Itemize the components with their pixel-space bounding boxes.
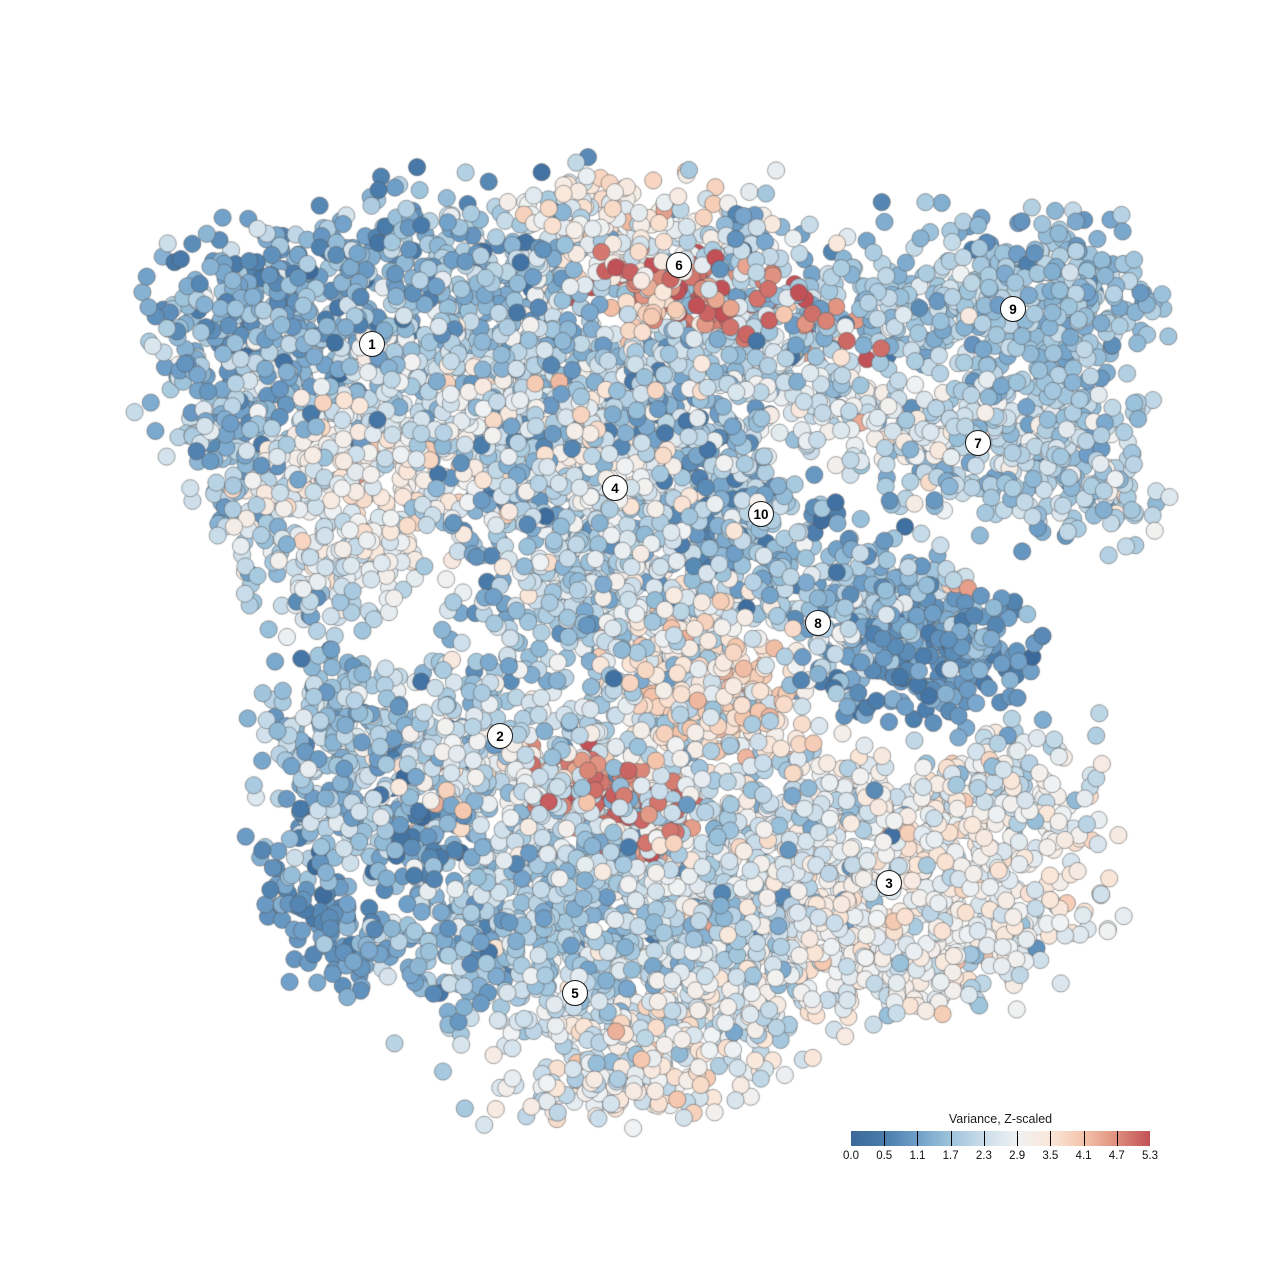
cluster-label-2: 2 — [487, 723, 513, 749]
colorbar-tick-line — [983, 1131, 985, 1146]
colorbar-tick-line — [1083, 1131, 1085, 1146]
colorbar-tick-label: 0.0 — [843, 1150, 859, 1162]
cluster-label-7: 7 — [965, 430, 991, 456]
colorbar-tick-label: 0.5 — [876, 1150, 893, 1162]
colorbar-legend: Variance, Z-scaled 0.0 0.5 1.1 1.7 2.3 2.9 3.5… — [843, 1112, 1158, 1166]
colorbar-tick-label: 5.3 — [1142, 1150, 1158, 1162]
colorbar-tick-line — [1017, 1131, 1019, 1146]
cluster-label-8: 8 — [805, 610, 831, 636]
cluster-label-10: 10 — [748, 501, 774, 527]
colorbar-tick-label: 2.9 — [1009, 1150, 1026, 1162]
cluster-label-6: 6 — [666, 252, 692, 278]
colorbar-tick-label: 4.1 — [1075, 1150, 1092, 1162]
colorbar-tick-line — [1116, 1131, 1118, 1146]
cluster-label-5: 5 — [562, 980, 588, 1006]
colorbar-tick-line — [950, 1131, 952, 1146]
colorbar-tick-line — [1050, 1131, 1052, 1146]
colorbar-tick-line — [884, 1131, 886, 1146]
cluster-label-4: 4 — [602, 475, 628, 501]
cluster-label-1: 1 — [359, 331, 385, 357]
colorbar-gradient — [851, 1131, 1150, 1146]
cluster-label-3: 3 — [876, 870, 902, 896]
cluster-label-9: 9 — [1000, 296, 1026, 322]
colorbar-tick-line — [917, 1131, 919, 1146]
colorbar-tick-label: 1.1 — [909, 1150, 926, 1162]
legend-title: Variance, Z-scaled — [948, 1112, 1053, 1126]
colorbar-tick-label: 3.5 — [1042, 1150, 1059, 1162]
colorbar-tick-labels: 0.0 0.5 1.1 1.7 2.3 2.9 3.5 4.1 4.7 5.3 — [843, 1150, 1158, 1166]
colorbar-tick-label: 4.7 — [1108, 1150, 1125, 1162]
colorbar-tick-label: 2.3 — [975, 1150, 992, 1162]
colorbar-tick-label: 1.7 — [942, 1150, 959, 1162]
